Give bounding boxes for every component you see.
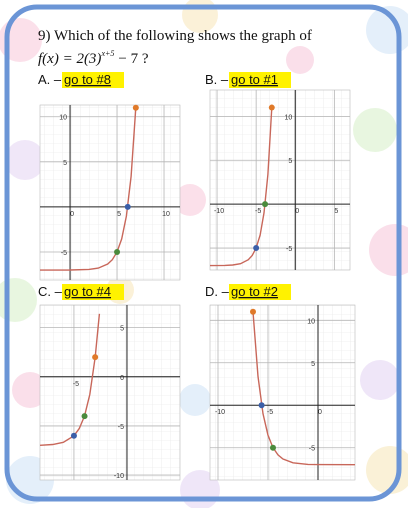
point — [258, 402, 265, 409]
x-tick-label: 0 — [70, 211, 74, 218]
x-tick-label: 5 — [334, 208, 338, 215]
y-tick-label: 5 — [120, 326, 124, 333]
y-tick-label: -5 — [61, 250, 67, 257]
option-letter: B. – — [205, 72, 229, 87]
x-tick-label: -10 — [214, 208, 224, 215]
x-tick-label: 0 — [318, 409, 322, 416]
curve — [39, 313, 101, 446]
graph: -5 5 0 -5 -10 — [39, 304, 181, 481]
frame — [4, 4, 402, 502]
point — [250, 308, 256, 315]
highlight — [62, 284, 124, 300]
y-tick-label: 10 — [307, 318, 315, 325]
option-link[interactable]: go to #8 — [64, 72, 111, 87]
curve — [252, 311, 356, 466]
formula: f(x) = 2(3)x+5 − 7 ? — [38, 49, 149, 67]
y-tick-label: 5 — [63, 160, 67, 167]
point — [253, 245, 260, 252]
option-label: A. – — [38, 72, 62, 87]
point — [268, 104, 275, 111]
point — [124, 203, 131, 210]
point — [270, 444, 276, 451]
point — [132, 104, 139, 111]
option-link[interactable]: go to #2 — [231, 284, 278, 299]
minor-grid — [209, 304, 356, 481]
minor-grid — [39, 304, 181, 481]
point — [262, 201, 269, 208]
option-letter: A. – — [38, 72, 62, 87]
y-tick-label: 5 — [288, 158, 292, 165]
y-tick-label: 10 — [59, 115, 67, 122]
curve — [209, 107, 273, 267]
x-tick-label: 10 — [162, 211, 170, 218]
option-letter: D. – — [205, 284, 230, 299]
y-tick-label: 0 — [120, 375, 124, 382]
point — [81, 413, 88, 420]
y-tick-label: 5 — [311, 361, 315, 368]
formula-lhs: f(x) = 2(3) — [38, 51, 101, 67]
highlight — [229, 72, 291, 88]
option-label: B. – — [205, 72, 229, 87]
x-tick-label: -5 — [255, 208, 261, 215]
x-tick-label: 5 — [117, 211, 121, 218]
y-tick-label: -5 — [286, 246, 292, 253]
highlight — [62, 72, 124, 88]
graph: -10 -5 0 5 10 5 -5 — [209, 89, 351, 271]
point — [114, 249, 121, 256]
y-tick-label: -10 — [114, 473, 124, 480]
point — [92, 354, 99, 361]
formula-rhs: − 7 ? — [118, 51, 148, 67]
x-tick-label: 0 — [295, 208, 299, 215]
option-label: D. – — [205, 284, 230, 299]
formula-exponent: x+5 — [100, 49, 114, 58]
option-letter: C. – — [38, 284, 63, 299]
curve — [39, 107, 137, 271]
graph: 0 5 10 10 5 -5 — [39, 104, 181, 281]
x-tick-label: -10 — [215, 409, 225, 416]
x-tick-label: -5 — [73, 381, 79, 388]
option-label: C. – — [38, 284, 63, 299]
option-link[interactable]: go to #4 — [64, 284, 111, 299]
y-tick-label: -5 — [118, 424, 124, 431]
x-tick-label: -5 — [267, 409, 273, 416]
y-tick-label: 10 — [284, 114, 292, 121]
minor-grid — [39, 104, 181, 281]
highlight — [229, 284, 291, 300]
question-title: 9) Which of the following shows the grap… — [38, 28, 312, 44]
minor-grid — [209, 89, 351, 271]
graph: -10 -5 0 10 5 -5 — [209, 304, 356, 481]
y-tick-label: -5 — [309, 446, 315, 453]
option-link[interactable]: go to #1 — [231, 72, 278, 87]
point — [70, 432, 77, 439]
